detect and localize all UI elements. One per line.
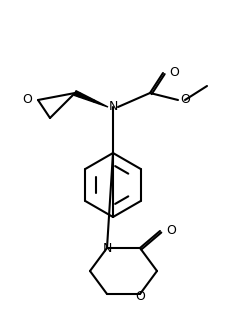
Polygon shape: [74, 91, 108, 107]
Text: O: O: [135, 289, 144, 302]
Text: N: N: [108, 100, 117, 114]
Text: N: N: [102, 241, 111, 254]
Text: O: O: [168, 66, 178, 80]
Text: O: O: [165, 225, 175, 238]
Text: O: O: [22, 93, 32, 107]
Text: O: O: [179, 93, 189, 107]
